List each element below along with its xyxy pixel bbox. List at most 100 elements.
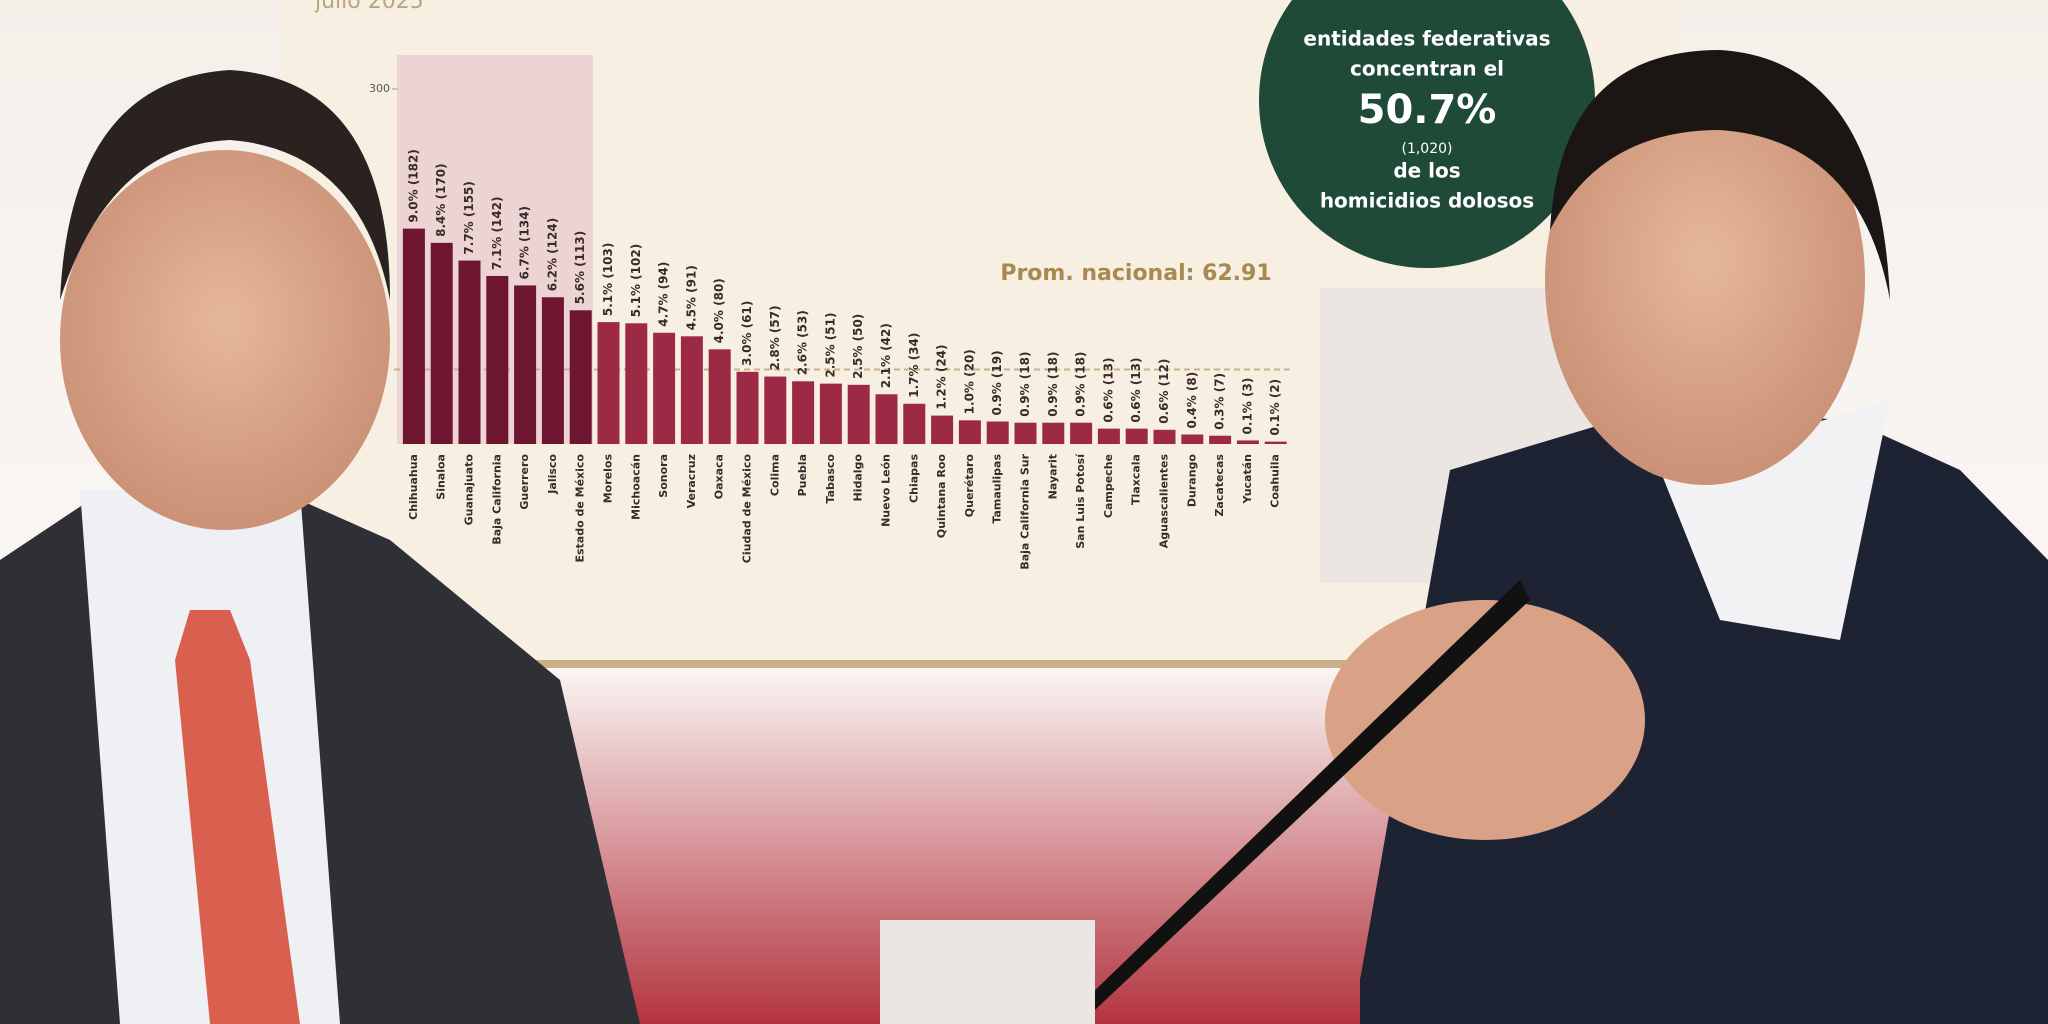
value-label: 9.0% (182): [406, 149, 420, 222]
callout-circle: [1259, 0, 1595, 268]
value-label: 5.1% (103): [601, 243, 615, 316]
x-tick-label: Michoacán: [629, 454, 642, 520]
bar: [708, 349, 731, 444]
bar: [541, 297, 564, 444]
value-label: 1.2% (24): [935, 344, 949, 409]
x-tick-label: Chihuahua: [407, 454, 420, 520]
x-tick-label: Tlaxcala: [1130, 454, 1143, 505]
bar: [986, 421, 1009, 444]
bar: [458, 260, 481, 444]
x-tick-label: Baja California Sur: [1019, 453, 1032, 569]
value-label: 0.9% (19): [990, 350, 1004, 415]
average-label: Prom. nacional: 62.91: [1000, 261, 1271, 286]
x-tick-label: Zacatecas: [1213, 454, 1226, 517]
x-tick-label: Sonora: [657, 454, 670, 498]
x-tick-label: Morelos: [602, 454, 615, 504]
value-label: 0.1% (3): [1240, 378, 1254, 435]
bar: [931, 415, 954, 444]
value-label: 4.0% (80): [712, 278, 726, 343]
x-tick-label: Durango: [1185, 454, 1198, 508]
value-label: 6.2% (124): [545, 218, 559, 291]
bar: [514, 285, 537, 444]
x-tick-label: Aguascalientes: [1158, 454, 1171, 549]
x-tick-label: Hidalgo: [852, 454, 865, 502]
value-label: 4.7% (94): [657, 262, 671, 327]
bar: [1153, 429, 1176, 444]
x-tick-label: Campeche: [1102, 454, 1115, 518]
x-tick-label: Ciudad de México: [741, 454, 754, 564]
bar: [1181, 434, 1204, 444]
value-label: 2.5% (50): [851, 314, 865, 379]
x-tick-label: Jalisco: [546, 454, 559, 495]
callout-figure: 50.7%: [1358, 87, 1497, 133]
value-label: 0.9% (18): [1018, 352, 1032, 417]
x-tick-label: Colima: [768, 454, 781, 496]
person-left: [0, 70, 640, 1024]
value-label: 5.6% (113): [573, 231, 587, 304]
y-tick-label: 300: [369, 82, 390, 95]
x-tick-label: Tabasco: [824, 454, 837, 504]
x-tick-label: Sinaloa: [435, 454, 448, 500]
callout-text: de los: [1393, 159, 1460, 183]
x-tick-label: Nayarit: [1046, 454, 1059, 499]
x-tick-label: Puebla: [796, 454, 809, 496]
bar: [402, 228, 425, 444]
bar: [625, 323, 648, 444]
podium: [880, 920, 1095, 1024]
x-tick-label: Querétaro: [963, 454, 976, 518]
x-tick-label: Estado de México: [574, 454, 587, 563]
bar: [847, 384, 870, 444]
value-label: 2.1% (42): [879, 323, 893, 388]
panel-edge: [281, 660, 1678, 668]
bar: [903, 403, 926, 444]
bar: [1236, 440, 1259, 444]
value-label: 3.0% (61): [740, 301, 754, 366]
bar: [764, 376, 787, 444]
bar: [819, 383, 842, 444]
bar: [569, 310, 592, 444]
x-tick-label: Guanajuato: [463, 454, 476, 526]
x-tick-label: Coahuila: [1269, 454, 1282, 508]
callout-sub: (1,020): [1401, 141, 1452, 157]
value-label: 2.5% (51): [823, 313, 837, 378]
bar: [430, 242, 453, 444]
value-label: 1.7% (34): [907, 333, 921, 398]
bar: [736, 371, 759, 444]
x-tick-label: Nuevo León: [880, 454, 893, 527]
value-label: 2.8% (57): [768, 305, 782, 370]
value-label: 2.6% (53): [796, 310, 810, 375]
bar: [792, 381, 815, 444]
value-label: 6.7% (134): [518, 206, 532, 279]
bar-chart: 300 Prom. nacional: 62.91 9.0% (182) Chihua…: [369, 82, 1290, 570]
bar: [1125, 428, 1148, 444]
x-tick-label: Oaxaca: [713, 454, 726, 499]
bar: [958, 420, 981, 444]
bar: [1097, 428, 1120, 444]
bar: [680, 336, 703, 444]
x-tick-label: Guerrero: [518, 454, 531, 510]
value-label: 8.4% (170): [434, 163, 448, 236]
bar: [875, 394, 898, 444]
value-label: 0.6% (12): [1157, 359, 1171, 424]
value-label: 4.5% (91): [684, 265, 698, 330]
bar: [1042, 422, 1065, 444]
x-tick-label: San Luis Potosí: [1074, 453, 1087, 549]
bar: [1209, 435, 1232, 444]
x-tick-label: Yucatán: [1241, 454, 1254, 504]
chart-date: julio 2025: [314, 0, 424, 14]
value-label: 0.9% (18): [1046, 352, 1060, 417]
value-label: 0.3% (7): [1213, 373, 1227, 430]
value-label: 0.1% (2): [1268, 379, 1282, 436]
x-tick-label: Quintana Roo: [935, 454, 948, 539]
value-label: 0.4% (8): [1185, 372, 1199, 429]
callout-text: homicidios dolosos: [1320, 189, 1534, 213]
value-label: 0.6% (13): [1129, 357, 1143, 422]
bar: [1014, 422, 1037, 444]
x-tick-label: Tamaulipas: [991, 454, 1004, 524]
value-label: 1.0% (20): [962, 349, 976, 414]
value-label: 0.9% (18): [1074, 352, 1088, 417]
bar: [1070, 422, 1093, 444]
x-tick-label: Baja California: [490, 454, 503, 545]
value-label: 5.1% (102): [629, 244, 643, 317]
